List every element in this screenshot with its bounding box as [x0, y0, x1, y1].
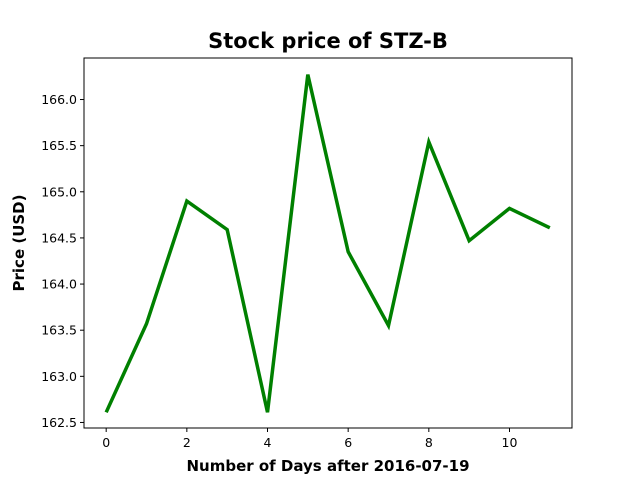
chart-title: Stock price of STZ-B: [208, 29, 448, 53]
y-tick-label: 166.0: [41, 92, 77, 107]
series-lines: [104, 74, 551, 414]
x-tick-label: 10: [502, 435, 518, 450]
y-axis-ticks: 162.5 163.0 163.5 164.0 164.5 165.0 165.5 166.0: [41, 92, 84, 430]
x-tick-label: 8: [425, 435, 433, 450]
plot-frame: [83, 57, 573, 429]
y-tick-label: 163.0: [41, 369, 77, 384]
y-tick-label: 163.5: [41, 323, 77, 338]
y-tick-label: 165.0: [41, 184, 77, 199]
x-axis-label: Number of Days after 2016-07-19: [186, 457, 469, 475]
y-tick-label: 162.5: [41, 415, 77, 430]
y-tick-label: 164.5: [41, 230, 77, 245]
price-series-line: [104, 74, 551, 414]
plot-area: [84, 58, 572, 428]
x-tick-label: 0: [102, 435, 110, 450]
y-tick-label: 164.0: [41, 277, 77, 292]
y-tick-label: 165.5: [41, 138, 77, 153]
x-tick-label: 4: [264, 435, 272, 450]
x-tick-label: 2: [183, 435, 191, 450]
x-axis-ticks: 0 2 4 6 8 10: [102, 428, 517, 450]
y-axis-label: Price (USD): [10, 195, 28, 292]
x-tick-label: 6: [344, 435, 352, 450]
